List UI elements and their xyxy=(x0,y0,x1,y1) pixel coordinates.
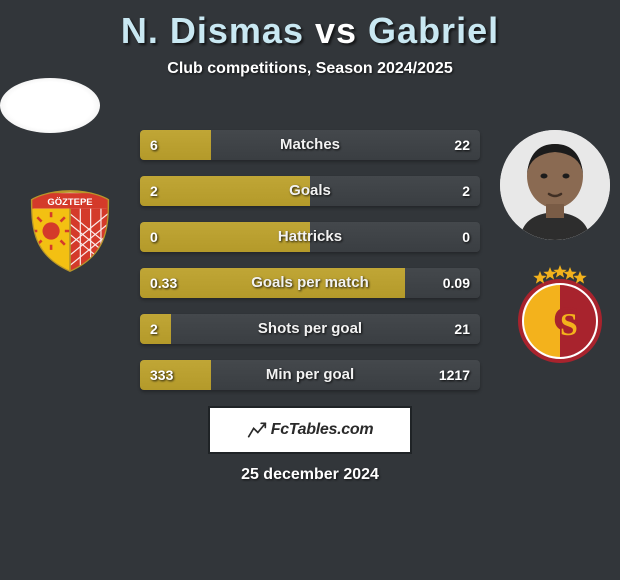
stat-left-value: 2 xyxy=(150,176,158,206)
stat-left-value: 0.33 xyxy=(150,268,177,298)
bar-right-fill xyxy=(211,130,480,160)
stat-row: 22Goals xyxy=(140,176,480,206)
brand-icon xyxy=(247,420,267,440)
player2-club-crest: G S xyxy=(510,265,610,365)
stat-right-value: 0.09 xyxy=(443,268,470,298)
stat-right-value: 2 xyxy=(462,176,470,206)
player2-name: Gabriel xyxy=(368,10,499,51)
stat-right-value: 0 xyxy=(462,222,470,252)
svg-text:S: S xyxy=(560,306,578,342)
stat-row: 0.330.09Goals per match xyxy=(140,268,480,298)
player1-club-crest: GÖZTEPE xyxy=(20,188,120,274)
player1-avatar xyxy=(0,78,100,133)
bar-left-fill xyxy=(140,176,310,206)
stat-row: 622Matches xyxy=(140,130,480,160)
stat-row: 00Hattricks xyxy=(140,222,480,252)
bar-left-fill xyxy=(140,222,310,252)
stat-left-value: 2 xyxy=(150,314,158,344)
club-left-name: GÖZTEPE xyxy=(47,197,92,208)
bar-right-fill xyxy=(310,222,480,252)
page-subtitle: Club competitions, Season 2024/2025 xyxy=(0,60,620,78)
date-text: 25 december 2024 xyxy=(0,466,620,484)
stat-right-value: 1217 xyxy=(439,360,470,390)
stat-left-value: 0 xyxy=(150,222,158,252)
stat-row: 3331217Min per goal xyxy=(140,360,480,390)
player1-name: N. Dismas xyxy=(121,10,304,51)
comparison-bars: 622Matches22Goals00Hattricks0.330.09Goal… xyxy=(140,130,480,406)
comparison-card: N. Dismas vs Gabriel Club competitions, … xyxy=(0,10,620,580)
bar-right-fill xyxy=(310,176,480,206)
title-sep: vs xyxy=(315,10,357,51)
stat-right-value: 21 xyxy=(454,314,470,344)
bar-right-fill xyxy=(171,314,480,344)
brand-box[interactable]: FcTables.com xyxy=(208,406,412,454)
stat-row: 221Shots per goal xyxy=(140,314,480,344)
brand-text: FcTables.com xyxy=(271,421,374,439)
stat-left-value: 6 xyxy=(150,130,158,160)
bar-left-fill xyxy=(140,268,405,298)
player2-avatar xyxy=(500,130,610,240)
stat-right-value: 22 xyxy=(454,130,470,160)
page-title: N. Dismas vs Gabriel xyxy=(0,10,620,52)
stat-left-value: 333 xyxy=(150,360,173,390)
